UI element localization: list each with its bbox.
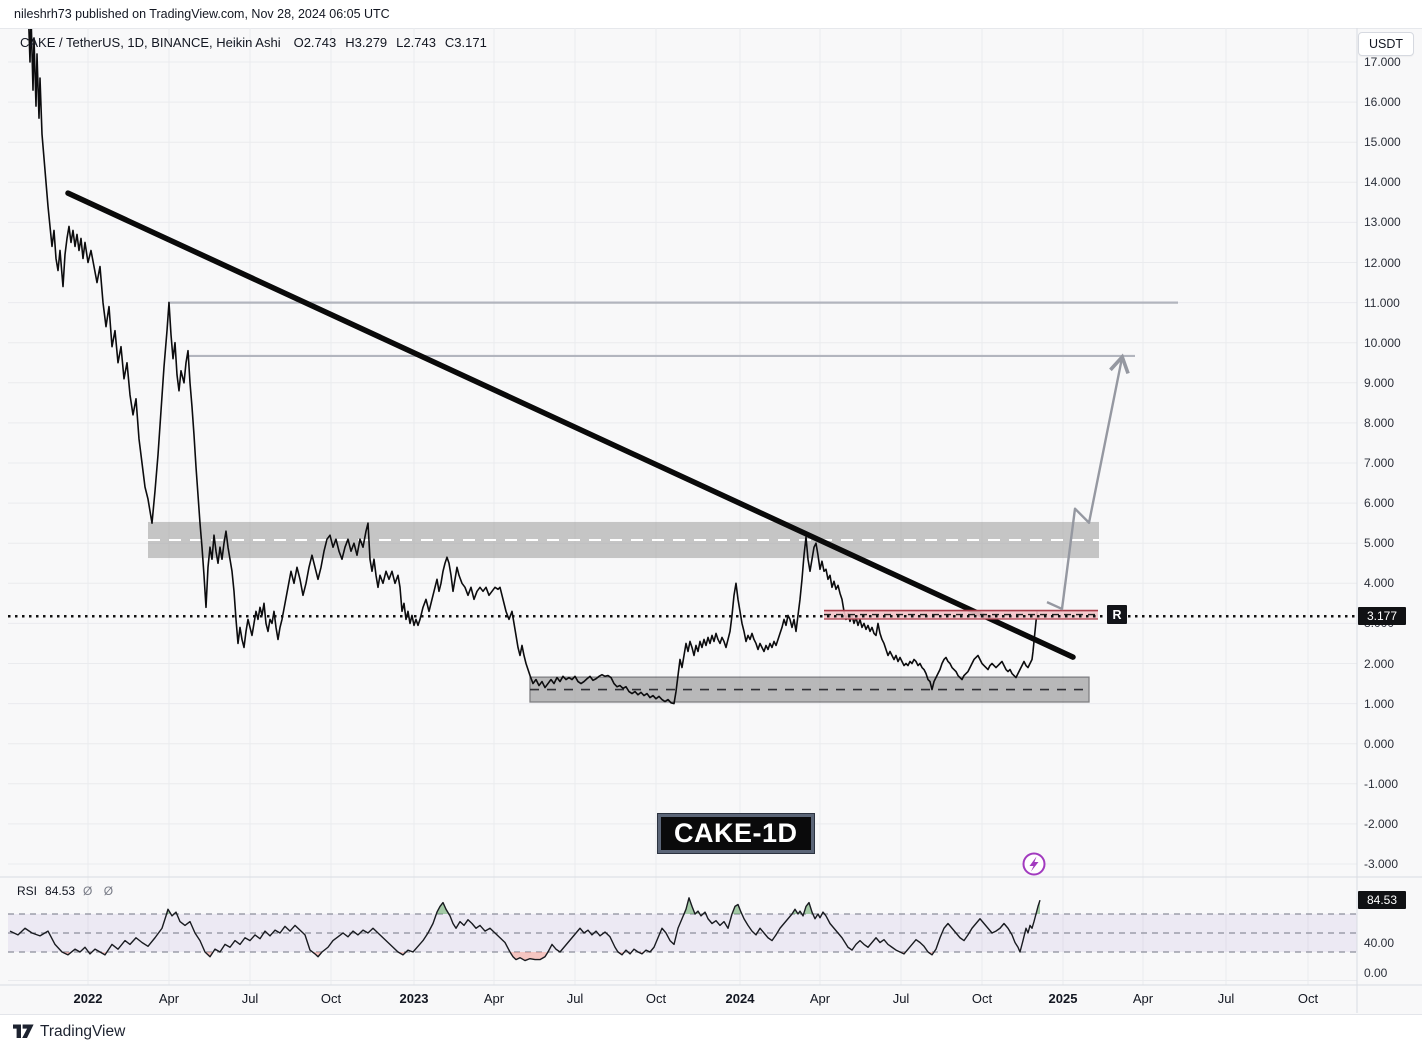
price-axis-label: 2.000 xyxy=(1364,656,1395,671)
price-axis-label: 11.000 xyxy=(1364,295,1400,310)
symbol-header: CAKE / TetherUS, 1D, BINANCE, Heikin Ash… xyxy=(20,35,487,50)
time-axis-label: Oct xyxy=(320,991,342,1006)
bottom-bar: TradingView xyxy=(0,1014,1422,1047)
currency-toggle-button[interactable]: USDT xyxy=(1358,32,1414,56)
rsi-axis-label: 40.00 xyxy=(1364,935,1395,950)
active-price-badge: 3.177 xyxy=(1358,607,1406,625)
time-axis-label: Jul xyxy=(892,991,910,1006)
price-axis-label: 14.000 xyxy=(1364,175,1401,190)
rsi-settings-glyphs: Ø Ø xyxy=(83,884,118,898)
ohlc-close: C3.171 xyxy=(444,35,487,50)
rsi-axis-label: 0.00 xyxy=(1364,966,1388,980)
price-axis-label: 6.000 xyxy=(1364,496,1395,511)
price-axis-label: 1.000 xyxy=(1364,696,1395,711)
time-axis-label: Apr xyxy=(809,991,831,1006)
ohlc-open: O2.743 xyxy=(293,35,337,50)
tradingview-logo-icon xyxy=(13,1024,34,1038)
ohlc-high: H3.279 xyxy=(345,35,388,50)
projection-arrow[interactable] xyxy=(1046,353,1130,611)
rsi-label: RSI xyxy=(17,884,38,898)
price-axis-label: 5.000 xyxy=(1364,536,1395,551)
time-axis-label: Jul xyxy=(566,991,584,1006)
price-axis-label: 16.000 xyxy=(1364,95,1401,110)
rsi-oversold-fill xyxy=(62,952,1020,961)
time-axis-label: Apr xyxy=(1132,991,1154,1006)
alert-r-label[interactable]: R xyxy=(1107,605,1127,624)
time-axis-label: Jul xyxy=(241,991,259,1006)
tradingview-logo[interactable]: TradingView xyxy=(13,1023,125,1041)
price-axis-label: 8.000 xyxy=(1364,415,1395,430)
price-line xyxy=(28,29,1039,705)
price-axis-label: 15.000 xyxy=(1364,135,1401,150)
price-axis-label: -3.000 xyxy=(1364,857,1399,871)
price-axis-label: 10.000 xyxy=(1364,335,1401,350)
time-axis-label: Oct xyxy=(645,991,667,1006)
publish-bar: nileshrh73 published on TradingView.com,… xyxy=(0,0,1422,29)
lightning-icon[interactable] xyxy=(1022,852,1046,876)
price-axis-label: 13.000 xyxy=(1364,215,1401,230)
rsi-indicator-title: RSI 84.53 Ø Ø xyxy=(17,884,117,898)
time-axis-label: 2024 xyxy=(725,991,755,1006)
price-axis-label: 7.000 xyxy=(1364,456,1395,470)
time-axis-label: 2025 xyxy=(1048,991,1078,1006)
time-axis-label: Jul xyxy=(1217,991,1235,1006)
time-axis-label: Apr xyxy=(483,991,505,1006)
rsi-value: 84.53 xyxy=(45,884,76,898)
time-axis-label: Oct xyxy=(1297,991,1319,1006)
descending-trendline[interactable] xyxy=(65,190,1076,660)
symbol-title: CAKE / TetherUS, 1D, BINANCE, Heikin Ash… xyxy=(20,35,281,50)
price-axis-label: -2.000 xyxy=(1364,816,1399,831)
rsi-line xyxy=(9,897,1041,962)
ohlc-low: L2.743 xyxy=(396,35,436,50)
time-axis-label: Oct xyxy=(971,991,993,1006)
rsi-value-badge: 84.53 xyxy=(1358,891,1406,909)
price-axis-label: 17.000 xyxy=(1364,55,1401,69)
price-axis-label: -1.000 xyxy=(1364,776,1399,791)
time-axis-label: 2022 xyxy=(73,991,103,1006)
tradingview-logo-text: TradingView xyxy=(40,1022,126,1040)
cake-1d-text-drawing[interactable]: CAKE-1D xyxy=(658,814,814,853)
price-axis-label: 0.000 xyxy=(1364,736,1395,751)
price-axis-label: 12.000 xyxy=(1364,255,1401,270)
time-axis-label: Apr xyxy=(158,991,180,1006)
publish-text: nileshrh73 published on TradingView.com,… xyxy=(14,7,390,21)
price-axis-label: 4.000 xyxy=(1364,576,1395,591)
time-axis-label: 2023 xyxy=(399,991,429,1006)
price-axis-label: 9.000 xyxy=(1364,375,1395,390)
